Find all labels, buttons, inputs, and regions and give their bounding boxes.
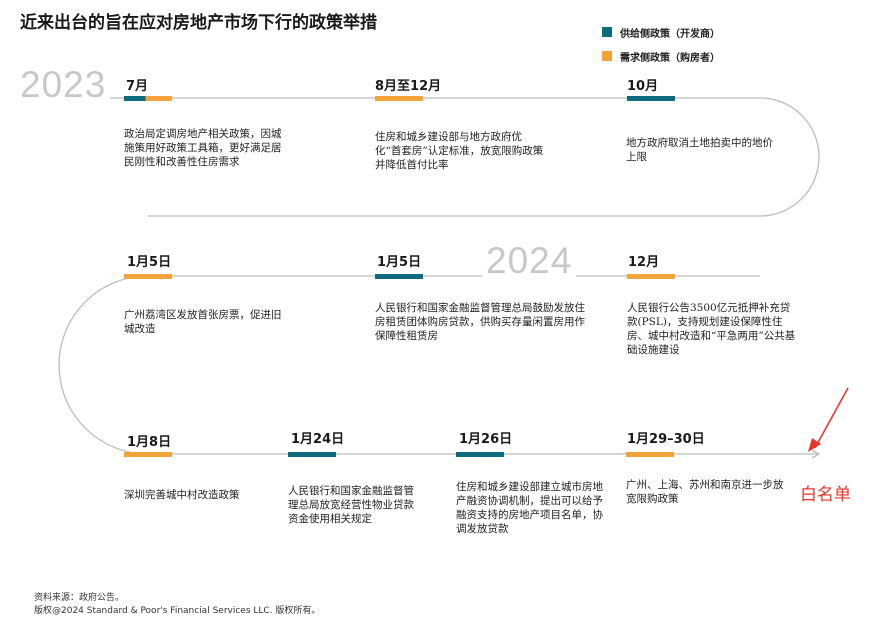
source-note: 资料来源：政府公告。: [34, 593, 125, 603]
legend-swatch-demand: [602, 51, 612, 61]
event-bar-both: [124, 96, 172, 101]
legend-label-supply: 供给侧政策（开发商）: [620, 28, 720, 40]
year-label-2024: 2024: [482, 242, 577, 279]
event-date: 10月: [627, 79, 659, 94]
event-description: 住房和城乡建设部与地方政府优化“首套房”认定标准，放宽限购政策并降低首付比率: [375, 131, 544, 171]
event-description: 政治局定调房地产相关政策，因城施策用好政策工具箱，更好满足居民刚性和改善性住房需…: [124, 128, 282, 168]
event-date: 1月5日: [127, 255, 172, 270]
event-date: 1月24日: [291, 432, 345, 447]
timeline-arrow-icon: [811, 449, 821, 459]
event-bar-supply: [375, 274, 423, 279]
event-description: 人民银行和国家金融监督管理总局放宽经营性物业贷款资金使用相关规定: [288, 485, 414, 525]
event-bar-supply: [288, 452, 336, 457]
event-description: 深圳完善城中村改造政策: [124, 489, 240, 501]
legend-label-demand: 需求侧政策（购房者）: [620, 52, 720, 64]
annotation-arrow-line: [814, 387, 849, 449]
annotation-arrow-icon: [808, 438, 821, 452]
event-date: 1月5日: [377, 255, 422, 270]
event-date: 8月至12月: [375, 79, 442, 94]
copyright-note: 版权@2024 Standard & Poor's Financial Serv…: [34, 606, 321, 616]
event-bar-demand: [627, 274, 675, 279]
event-bar-demand: [124, 452, 172, 457]
event-date: 7月: [126, 79, 149, 94]
event-description: 广州荔湾区发放首张房票，促进旧城改造: [124, 309, 282, 335]
event-bar-demand: [626, 452, 674, 457]
footer: 资料来源：政府公告。 版权@2024 Standard & Poor's Fin…: [34, 592, 320, 618]
year-label-2023: 2023: [20, 66, 111, 103]
event-bar-demand: [124, 274, 172, 279]
event-description: 地方政府取消土地拍卖中的地价上限: [626, 137, 773, 163]
event-description: 人民银行和国家金融监督管理总局鼓励发放住房租赁团体购房贷款，供购买存量闲置房用作…: [375, 302, 585, 342]
event-description: 住房和城乡建设部建立城市房地产融资协调机制，提出可以给予融资支持的房地产项目名单…: [456, 481, 603, 535]
legend: 供给侧政策（开发商） 需求侧政策（购房者）: [602, 24, 720, 72]
legend-swatch-supply: [602, 27, 612, 37]
timeline-path-upper: [20, 97, 820, 217]
event-date: 1月8日: [127, 435, 172, 450]
whitelist-annotation: 白名单: [800, 485, 851, 505]
event-bar-supply: [456, 452, 504, 457]
timeline-path-lower: [58, 275, 818, 455]
event-description: 广州、上海、苏州和南京进一步放宽限购政策: [626, 479, 784, 505]
event-date: 12月: [628, 255, 660, 270]
event-bar-demand: [375, 96, 423, 101]
event-date: 1月26日: [459, 432, 513, 447]
legend-item-demand: 需求侧政策（购房者）: [602, 48, 720, 64]
event-date: 1月29–30日: [627, 432, 705, 447]
legend-item-supply: 供给侧政策（开发商）: [602, 24, 720, 40]
event-bar-supply: [627, 96, 675, 101]
page-title: 近来出台的旨在应对房地产市场下行的政策举措: [20, 13, 377, 33]
event-description: 人民银行公告3500亿元抵押补充贷款(PSL)，支持规划建设保障性住房、城中村改…: [627, 302, 796, 356]
